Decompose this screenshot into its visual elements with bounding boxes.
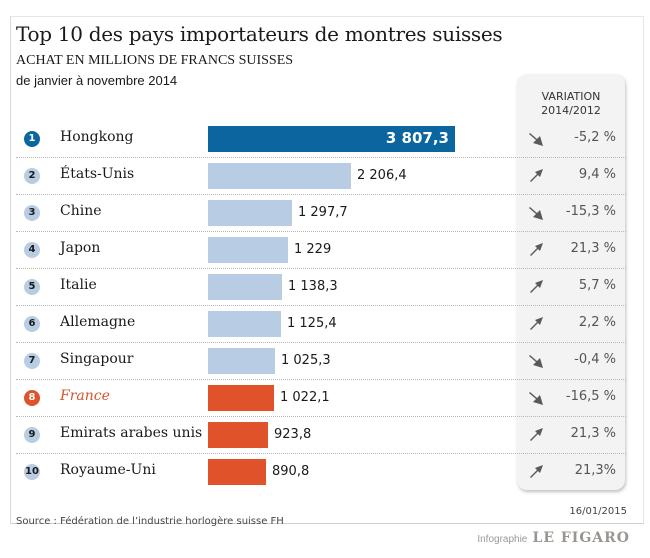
variation-value: 2,2 % (578, 315, 616, 330)
country-label: Chine (60, 203, 102, 219)
arrow-up-right-icon (530, 465, 543, 478)
country-label: Royaume-Uni (60, 462, 156, 478)
rank-badge: 9 (24, 427, 40, 443)
value-label: 1 022,1 (280, 390, 330, 405)
bar (208, 385, 274, 411)
country-label: Hongkong (60, 129, 134, 145)
country-label: Japon (60, 240, 101, 256)
chart-row: 2 États-Unis 2 206,4 9,4 % (16, 158, 626, 195)
value-label: 1 025,3 (281, 353, 331, 368)
country-label: Singapour (60, 351, 134, 367)
country-label: Italie (60, 277, 97, 293)
chart-row: 1 Hongkong 3 807,3 -5,2 % (16, 121, 626, 158)
variation-value: 21,3% (574, 463, 616, 478)
variation-value: -15,3 % (565, 204, 616, 219)
chart-row: 7 Singapour 1 025,3 -0,4 % (16, 343, 626, 380)
country-label: Allemagne (60, 314, 136, 330)
variation-value: 21,3 % (570, 426, 616, 441)
rank-badge: 1 (24, 131, 40, 147)
bar (208, 126, 455, 152)
chart-row: 9 Emirats arabes unis 923,8 21,3 % (16, 417, 626, 454)
country-label: États-Unis (60, 166, 135, 182)
bar (208, 348, 275, 374)
variation-value: 21,3 % (570, 241, 616, 256)
rank-badge: 3 (24, 205, 40, 221)
bar (208, 311, 281, 337)
variation-value: -0,4 % (574, 352, 616, 367)
source-note: Source : Fédération de l’industrie horlo… (16, 516, 284, 527)
arrow-down-right-icon (529, 392, 543, 405)
variation-value: 5,7 % (578, 278, 616, 293)
variation-value: -16,5 % (565, 389, 616, 404)
rank-badge: 7 (24, 353, 40, 369)
chart-row: 5 Italie 1 138,3 5,7 % (16, 269, 626, 306)
variation-value: -5,2 % (574, 130, 616, 145)
chart-row: 8 France 1 022,1 -16,5 % (16, 380, 626, 417)
rank-badge: 4 (24, 242, 40, 258)
bar (208, 200, 292, 226)
rank-badge: 10 (24, 464, 40, 480)
bar (208, 422, 268, 448)
variation-period: 2014/2012 (541, 104, 601, 117)
chart-title: Top 10 des pays importateurs de montres … (16, 22, 503, 46)
value-label: 923,8 (274, 427, 312, 442)
rank-badge: 6 (24, 316, 40, 332)
arrow-up-right-icon (530, 317, 543, 330)
rank-badge: 2 (24, 168, 40, 184)
arrow-down-right-icon (529, 133, 543, 146)
chart-row: 10 Royaume-Uni 890,8 21,3% (16, 454, 626, 490)
chart-period: de janvier à novembre 2014 (16, 73, 178, 88)
chart-row: 4 Japon 1 229 21,3 % (16, 232, 626, 269)
arrow-down-right-icon (529, 207, 543, 220)
country-label: France (60, 388, 110, 404)
value-label: 1 297,7 (298, 205, 348, 220)
value-label: 3 807,3 (385, 129, 449, 147)
arrow-up-right-icon (530, 243, 543, 256)
value-label: 1 229 (294, 242, 332, 257)
value-label: 1 138,3 (288, 279, 338, 294)
arrow-up-right-icon (530, 280, 543, 293)
bar (208, 163, 351, 189)
publication-date: 16/01/2015 (569, 506, 627, 517)
credit: Infographie LE FIGARO (471, 527, 636, 546)
arrow-up-right-icon (530, 428, 543, 441)
value-label: 1 125,4 (287, 316, 337, 331)
bar (208, 459, 266, 485)
chart-subtitle: ACHAT EN MILLIONS DE FRANCS SUISSES (16, 53, 294, 68)
rank-badge: 8 (24, 390, 40, 406)
variation-value: 9,4 % (578, 167, 616, 182)
chart-row: 3 Chine 1 297,7 -15,3 % (16, 195, 626, 232)
credit-label: Infographie (477, 534, 528, 545)
le-figaro-logo: LE FIGARO (532, 530, 630, 546)
arrow-down-right-icon (529, 355, 543, 368)
value-label: 890,8 (272, 464, 310, 479)
bar (208, 274, 282, 300)
variation-label: VARIATION (541, 90, 601, 103)
chart-row: 6 Allemagne 1 125,4 2,2 % (16, 306, 626, 343)
value-label: 2 206,4 (357, 168, 407, 183)
arrow-up-right-icon (530, 169, 543, 182)
rank-badge: 5 (24, 279, 40, 295)
variation-header: VARIATION 2014/2012 (517, 90, 625, 118)
country-label: Emirats arabes unis (60, 425, 203, 441)
bar (208, 237, 288, 263)
